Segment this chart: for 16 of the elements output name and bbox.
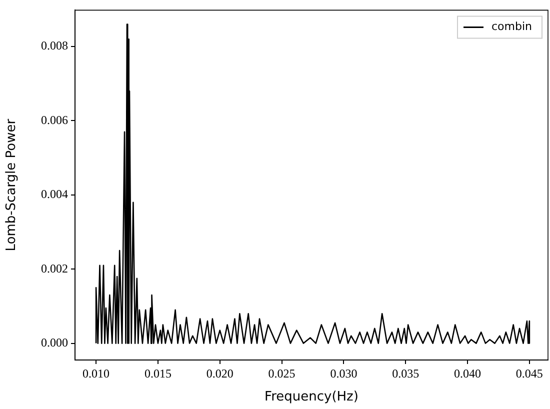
- y-tick-label: 0.002: [41, 261, 68, 276]
- x-tick-label: 0.035: [392, 366, 420, 380]
- x-tick-label: 0.045: [516, 366, 543, 380]
- x-tick-label: 0.015: [144, 366, 172, 380]
- y-tick-label: 0.006: [41, 112, 68, 127]
- x-tick-label: 0.020: [206, 366, 234, 380]
- y-tick-label: 0.004: [41, 187, 68, 202]
- x-tick-label: 0.040: [454, 366, 482, 380]
- legend-label: combin: [491, 20, 532, 34]
- x-tick-label: 0.010: [82, 366, 110, 380]
- x-axis-title: Frequency(Hz): [264, 390, 358, 405]
- y-tick-label: 0.008: [41, 38, 68, 53]
- x-tick-label: 0.025: [268, 366, 296, 380]
- y-tick-label: 0.000: [41, 335, 68, 350]
- y-axis-title: Lomb-Scargle Power: [4, 118, 20, 252]
- x-tick-label: 0.030: [330, 366, 358, 380]
